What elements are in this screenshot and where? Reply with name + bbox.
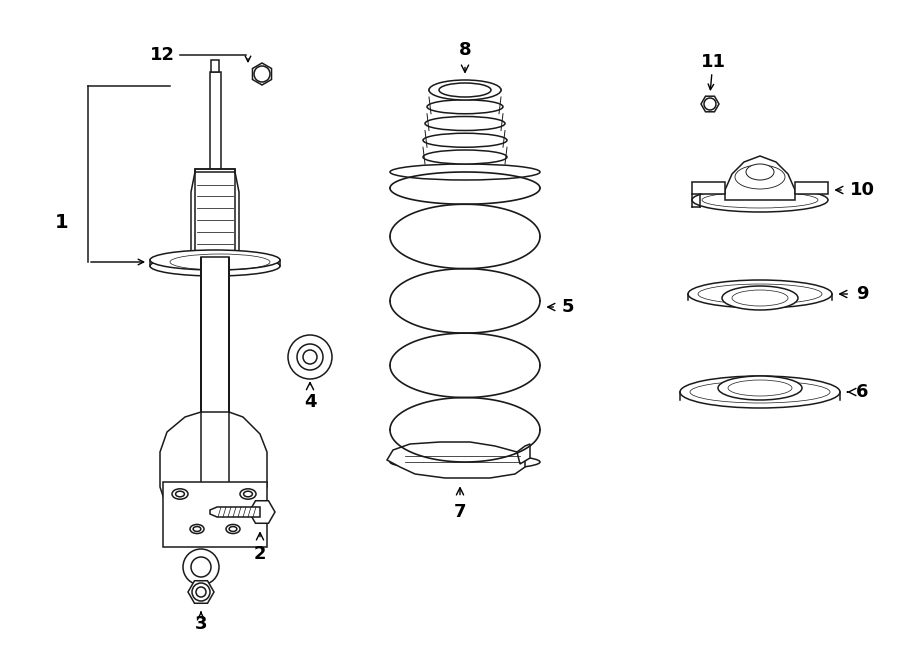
- Ellipse shape: [688, 280, 832, 308]
- Text: 7: 7: [454, 488, 466, 521]
- Ellipse shape: [254, 66, 270, 82]
- Bar: [211, 60, 219, 72]
- Text: 10: 10: [836, 181, 875, 199]
- Ellipse shape: [429, 83, 501, 97]
- Polygon shape: [210, 507, 260, 517]
- Ellipse shape: [718, 376, 802, 400]
- Text: 8: 8: [459, 41, 472, 72]
- Ellipse shape: [176, 491, 184, 496]
- Polygon shape: [249, 500, 275, 523]
- Text: 9: 9: [840, 285, 868, 303]
- Ellipse shape: [303, 350, 317, 364]
- Ellipse shape: [230, 526, 237, 532]
- Polygon shape: [795, 182, 828, 194]
- Polygon shape: [517, 444, 530, 464]
- Ellipse shape: [194, 526, 201, 532]
- Text: 4: 4: [304, 383, 316, 411]
- Ellipse shape: [423, 150, 507, 164]
- Polygon shape: [701, 96, 719, 112]
- Ellipse shape: [150, 256, 280, 276]
- Text: 6: 6: [848, 383, 868, 401]
- Ellipse shape: [226, 524, 240, 534]
- Ellipse shape: [722, 286, 798, 310]
- Ellipse shape: [297, 344, 323, 370]
- Polygon shape: [188, 581, 214, 603]
- Text: 3: 3: [194, 612, 207, 633]
- Ellipse shape: [183, 549, 219, 585]
- Ellipse shape: [439, 83, 491, 97]
- Bar: [210, 72, 221, 172]
- Ellipse shape: [191, 557, 211, 577]
- Text: 2: 2: [254, 533, 266, 563]
- Bar: [195, 169, 235, 257]
- Ellipse shape: [192, 583, 210, 601]
- Ellipse shape: [427, 100, 503, 114]
- Bar: [201, 257, 229, 412]
- Text: 11: 11: [700, 53, 725, 71]
- Polygon shape: [387, 442, 525, 478]
- Ellipse shape: [680, 376, 840, 408]
- Text: 12: 12: [150, 46, 175, 64]
- Ellipse shape: [423, 133, 507, 147]
- Ellipse shape: [190, 524, 204, 534]
- Polygon shape: [191, 172, 239, 257]
- Ellipse shape: [429, 80, 501, 100]
- Ellipse shape: [240, 489, 256, 499]
- Ellipse shape: [704, 98, 716, 110]
- Ellipse shape: [150, 250, 280, 270]
- Ellipse shape: [196, 587, 206, 597]
- Polygon shape: [253, 63, 272, 85]
- Polygon shape: [229, 257, 267, 519]
- Polygon shape: [163, 482, 267, 547]
- Polygon shape: [725, 156, 795, 200]
- Text: 5: 5: [548, 298, 574, 316]
- Ellipse shape: [244, 491, 252, 496]
- Text: 1: 1: [55, 213, 68, 232]
- Ellipse shape: [288, 335, 332, 379]
- Ellipse shape: [692, 188, 828, 212]
- Ellipse shape: [172, 489, 188, 499]
- Polygon shape: [692, 182, 725, 194]
- Bar: [195, 169, 235, 257]
- Ellipse shape: [746, 164, 774, 180]
- Ellipse shape: [425, 117, 505, 130]
- Polygon shape: [160, 257, 201, 519]
